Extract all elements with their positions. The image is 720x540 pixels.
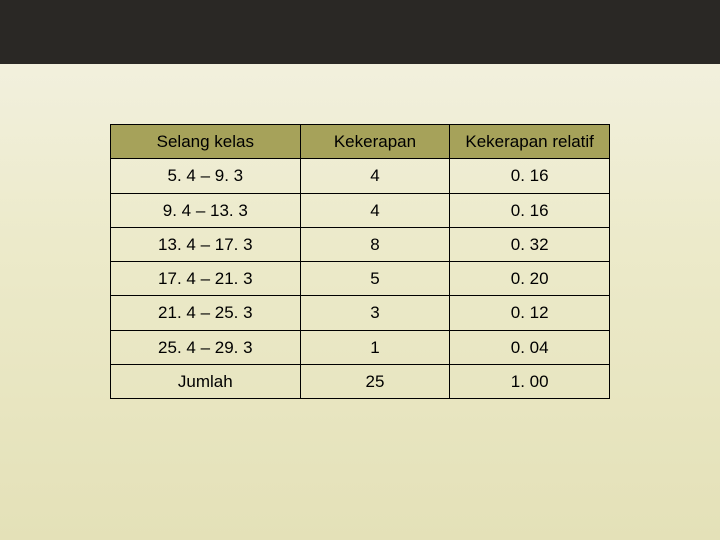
table-row: 21. 4 – 25. 3 3 0. 12 bbox=[111, 296, 610, 330]
cell-kekerapan: 4 bbox=[300, 193, 450, 227]
cell-relatif: 0. 04 bbox=[450, 330, 610, 364]
frequency-table: Selang kelas Kekerapan Kekerapan relatif… bbox=[110, 124, 610, 399]
table-row: 25. 4 – 29. 3 1 0. 04 bbox=[111, 330, 610, 364]
cell-relatif: 0. 32 bbox=[450, 227, 610, 261]
table-row: 9. 4 – 13. 3 4 0. 16 bbox=[111, 193, 610, 227]
cell-relatif: 0. 16 bbox=[450, 159, 610, 193]
cell-selang: Jumlah bbox=[111, 364, 301, 398]
cell-relatif: 1. 00 bbox=[450, 364, 610, 398]
cell-selang: 21. 4 – 25. 3 bbox=[111, 296, 301, 330]
table-row: 17. 4 – 21. 3 5 0. 20 bbox=[111, 262, 610, 296]
top-bar bbox=[0, 0, 720, 64]
cell-selang: 13. 4 – 17. 3 bbox=[111, 227, 301, 261]
col-header-kekerapan: Kekerapan bbox=[300, 125, 450, 159]
col-header-selang: Selang kelas bbox=[111, 125, 301, 159]
col-header-relatif: Kekerapan relatif bbox=[450, 125, 610, 159]
content-area: Selang kelas Kekerapan Kekerapan relatif… bbox=[0, 64, 720, 399]
cell-selang: 17. 4 – 21. 3 bbox=[111, 262, 301, 296]
cell-kekerapan: 3 bbox=[300, 296, 450, 330]
cell-kekerapan: 5 bbox=[300, 262, 450, 296]
cell-kekerapan: 1 bbox=[300, 330, 450, 364]
cell-selang: 9. 4 – 13. 3 bbox=[111, 193, 301, 227]
cell-relatif: 0. 16 bbox=[450, 193, 610, 227]
cell-kekerapan: 4 bbox=[300, 159, 450, 193]
table-row: 13. 4 – 17. 3 8 0. 32 bbox=[111, 227, 610, 261]
cell-selang: 25. 4 – 29. 3 bbox=[111, 330, 301, 364]
cell-kekerapan: 25 bbox=[300, 364, 450, 398]
table-header-row: Selang kelas Kekerapan Kekerapan relatif bbox=[111, 125, 610, 159]
table-row: Jumlah 25 1. 00 bbox=[111, 364, 610, 398]
cell-kekerapan: 8 bbox=[300, 227, 450, 261]
cell-relatif: 0. 20 bbox=[450, 262, 610, 296]
cell-selang: 5. 4 – 9. 3 bbox=[111, 159, 301, 193]
table-row: 5. 4 – 9. 3 4 0. 16 bbox=[111, 159, 610, 193]
cell-relatif: 0. 12 bbox=[450, 296, 610, 330]
